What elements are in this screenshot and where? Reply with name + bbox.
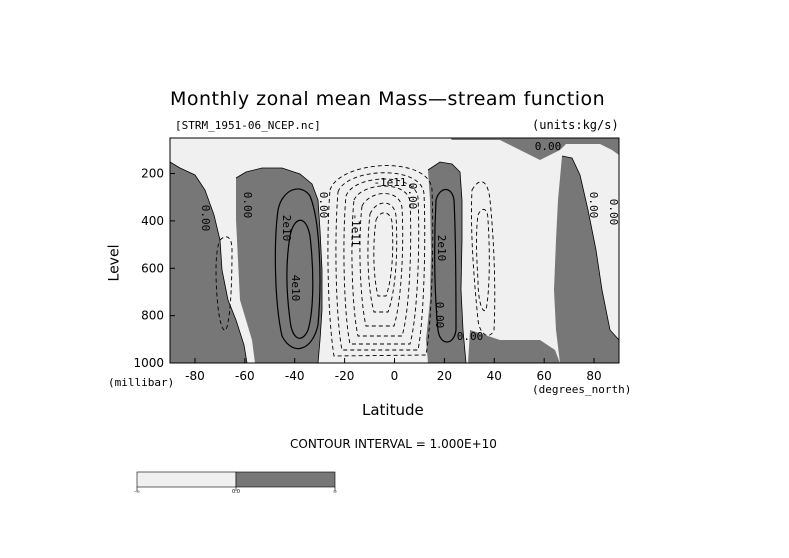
- contour-label: 0.00: [433, 302, 446, 329]
- contour-neg-south: [215, 236, 233, 331]
- contour-label: -1e11: [349, 213, 362, 246]
- x-tick-label: -80: [185, 369, 205, 383]
- contour-label: 0.00: [587, 192, 600, 219]
- x-tick-label: -60: [235, 369, 255, 383]
- contour-neg-3: [343, 178, 420, 345]
- colorbar-label-zero: 0.0: [232, 489, 240, 495]
- contour-neg-1: [327, 165, 434, 357]
- contour-label: 0.00: [607, 199, 620, 226]
- units-label: (units:kg/s): [532, 118, 619, 132]
- contour-interval-text: CONTOUR INTERVAL = 1.000E+10: [290, 437, 497, 451]
- y-axis-units: (millibar): [108, 376, 175, 389]
- zero-line-mid-south: [235, 167, 323, 363]
- x-axis-label: Latitude: [362, 401, 424, 419]
- contour-south-2e10: [274, 188, 321, 350]
- x-tick-label: 20: [437, 369, 452, 383]
- positive-region-bottom-right: [468, 330, 560, 363]
- y-tick-label: 1000: [133, 356, 164, 370]
- contour-north-2e10: [434, 188, 457, 343]
- contour-neg-north-inner: [476, 209, 490, 312]
- contour-neg-5: [359, 193, 404, 327]
- y-tick-label: 800: [141, 309, 164, 323]
- colorbar-positive-swatch: [235, 471, 336, 488]
- colorbar: -∞ 0.0 ∞: [134, 471, 337, 495]
- contour-label: 0.00: [317, 192, 330, 219]
- y-tick-label: 600: [141, 261, 164, 275]
- positive-region-south-polar: [170, 162, 247, 363]
- colorbar-negative-swatch: [136, 471, 237, 488]
- zero-line-south: [170, 161, 248, 363]
- contour-south-4e10: [286, 219, 314, 339]
- positive-region-south-subtropical: [236, 168, 322, 363]
- contour-label: 0.00: [199, 205, 212, 232]
- contour-label: 0.00: [406, 183, 419, 210]
- colorbar-label-min: -∞: [134, 489, 140, 495]
- contour-label: 0.00: [535, 140, 562, 153]
- contour-label: 2e10: [435, 235, 448, 262]
- contour-neg-4: [351, 185, 412, 337]
- file-label: [STRM_1951-06_NCEP.nc]: [175, 119, 321, 132]
- y-tick-label: 400: [141, 214, 164, 228]
- positive-region-north-polar: [554, 156, 619, 363]
- contour-label: 0.00: [241, 192, 254, 219]
- contour-neg-6: [367, 202, 398, 313]
- colorbar-label-max: ∞: [333, 489, 337, 495]
- contour-label: 4e10: [289, 275, 302, 302]
- contour-label: 0.00: [457, 330, 484, 343]
- x-tick-label: 80: [586, 369, 601, 383]
- zero-line-mid-north: [427, 161, 467, 363]
- x-tick-label: 60: [537, 369, 552, 383]
- contour-label: -1e11: [373, 176, 406, 189]
- x-tick-label: -40: [285, 369, 305, 383]
- y-tick-label: 200: [141, 167, 164, 181]
- contour-neg-2: [335, 172, 426, 351]
- zero-line-north: [561, 155, 619, 341]
- x-axis-units: (degrees_north): [532, 383, 632, 396]
- contour-neg-north: [471, 181, 496, 336]
- y-axis-label: Level: [106, 244, 123, 282]
- x-tick-label: 40: [487, 369, 502, 383]
- chart-title: Monthly zonal mean Mass—stream function: [170, 88, 606, 110]
- contour-label: 2e10: [280, 215, 293, 242]
- positive-region-north-upper: [450, 138, 619, 160]
- contour-neg-7: [373, 212, 394, 297]
- x-tick-label: -20: [335, 369, 355, 383]
- x-tick-label: 0: [391, 369, 399, 383]
